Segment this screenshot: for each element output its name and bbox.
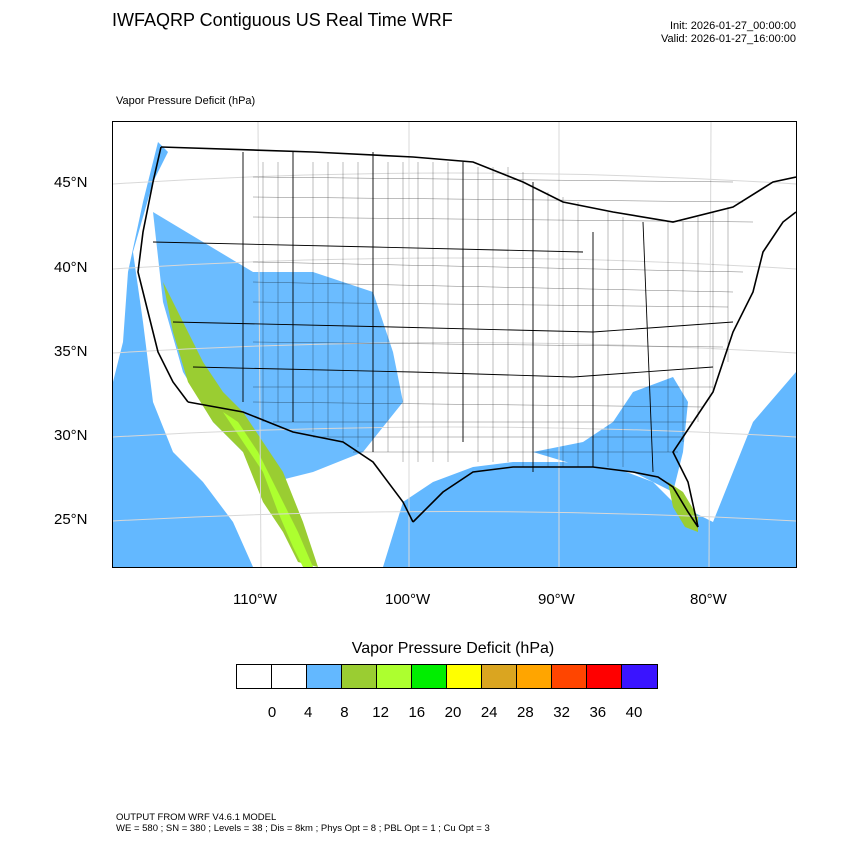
southeast-vpd-region: [533, 377, 688, 492]
lat-label-30: 30°N: [54, 427, 88, 444]
lat-label-45: 45°N: [54, 174, 88, 191]
colorbar-swatch: [377, 665, 412, 688]
init-time: Init: 2026-01-27_00:00:00: [670, 20, 796, 32]
plot-title: IWFAQRP Contiguous US Real Time WRF: [112, 10, 453, 30]
footer-line-2: WE = 580 ; SN = 380 ; Levels = 38 ; Dis …: [116, 823, 490, 834]
map-canvas: [113, 122, 796, 567]
colorbar-tick-label: 8: [340, 704, 349, 721]
colorbar-tick-label: 12: [372, 704, 389, 721]
vpd-map: [112, 121, 797, 568]
colorbar-swatch: [237, 665, 272, 688]
lon-label-90: 90°W: [538, 591, 575, 608]
lon-label-80: 80°W: [690, 591, 727, 608]
colorbar-swatch: [552, 665, 587, 688]
colorbar-swatch: [482, 665, 517, 688]
colorbar-swatch: [587, 665, 622, 688]
colorbar-tick-label: 32: [553, 704, 570, 721]
colorbar-swatch: [622, 665, 657, 688]
field-subtitle: Vapor Pressure Deficit (hPa): [116, 95, 256, 107]
colorbar-swatch: [447, 665, 482, 688]
colorbar-swatch: [412, 665, 447, 688]
colorbar-tick-label: 40: [625, 704, 643, 721]
us-pacific-coast: [137, 146, 189, 403]
gulf-vpd-region: [383, 372, 796, 567]
colorbar-tick-label: 28: [517, 704, 534, 721]
colorbar: [236, 664, 658, 689]
colorbar-swatch: [307, 665, 342, 688]
colorbar-tick-label: 0: [267, 704, 277, 721]
colorbar-tick-label: 4: [304, 704, 313, 721]
footer-line-1: OUTPUT FROM WRF V4.6.1 MODEL: [116, 812, 277, 823]
colorbar-swatch: [272, 665, 307, 688]
atlantic-coast: [672, 211, 796, 528]
lon-label-100: 100°W: [385, 591, 431, 608]
colorbar-tick-label: 20: [444, 704, 462, 721]
valid-time: Valid: 2026-01-27_16:00:00: [661, 33, 796, 45]
model-footer: OUTPUT FROM WRF V4.6.1 MODEL WE = 580 ; …: [116, 812, 490, 834]
colorbar-swatch: [342, 665, 377, 688]
florida-green-region: [668, 482, 698, 532]
pacific-vpd-region: [113, 142, 253, 567]
lat-label-40: 40°N: [54, 259, 88, 276]
sonora-green-region: [223, 412, 313, 567]
colorbar-tick-label: 36: [589, 704, 607, 721]
lat-label-25: 25°N: [54, 511, 88, 528]
colorbar-swatch: [517, 665, 552, 688]
colorbar-title: Vapor Pressure Deficit (hPa): [351, 640, 555, 657]
colorbar-tick-label: 24: [480, 704, 498, 721]
lon-label-110: 110°W: [233, 591, 278, 608]
run-times: Init: 2026-01-27_00:00:00 Valid: 2026-01…: [661, 20, 796, 46]
lat-label-35: 35°N: [54, 343, 88, 360]
canada-border: [160, 146, 796, 223]
colorbar-tick-label: 16: [408, 704, 426, 721]
